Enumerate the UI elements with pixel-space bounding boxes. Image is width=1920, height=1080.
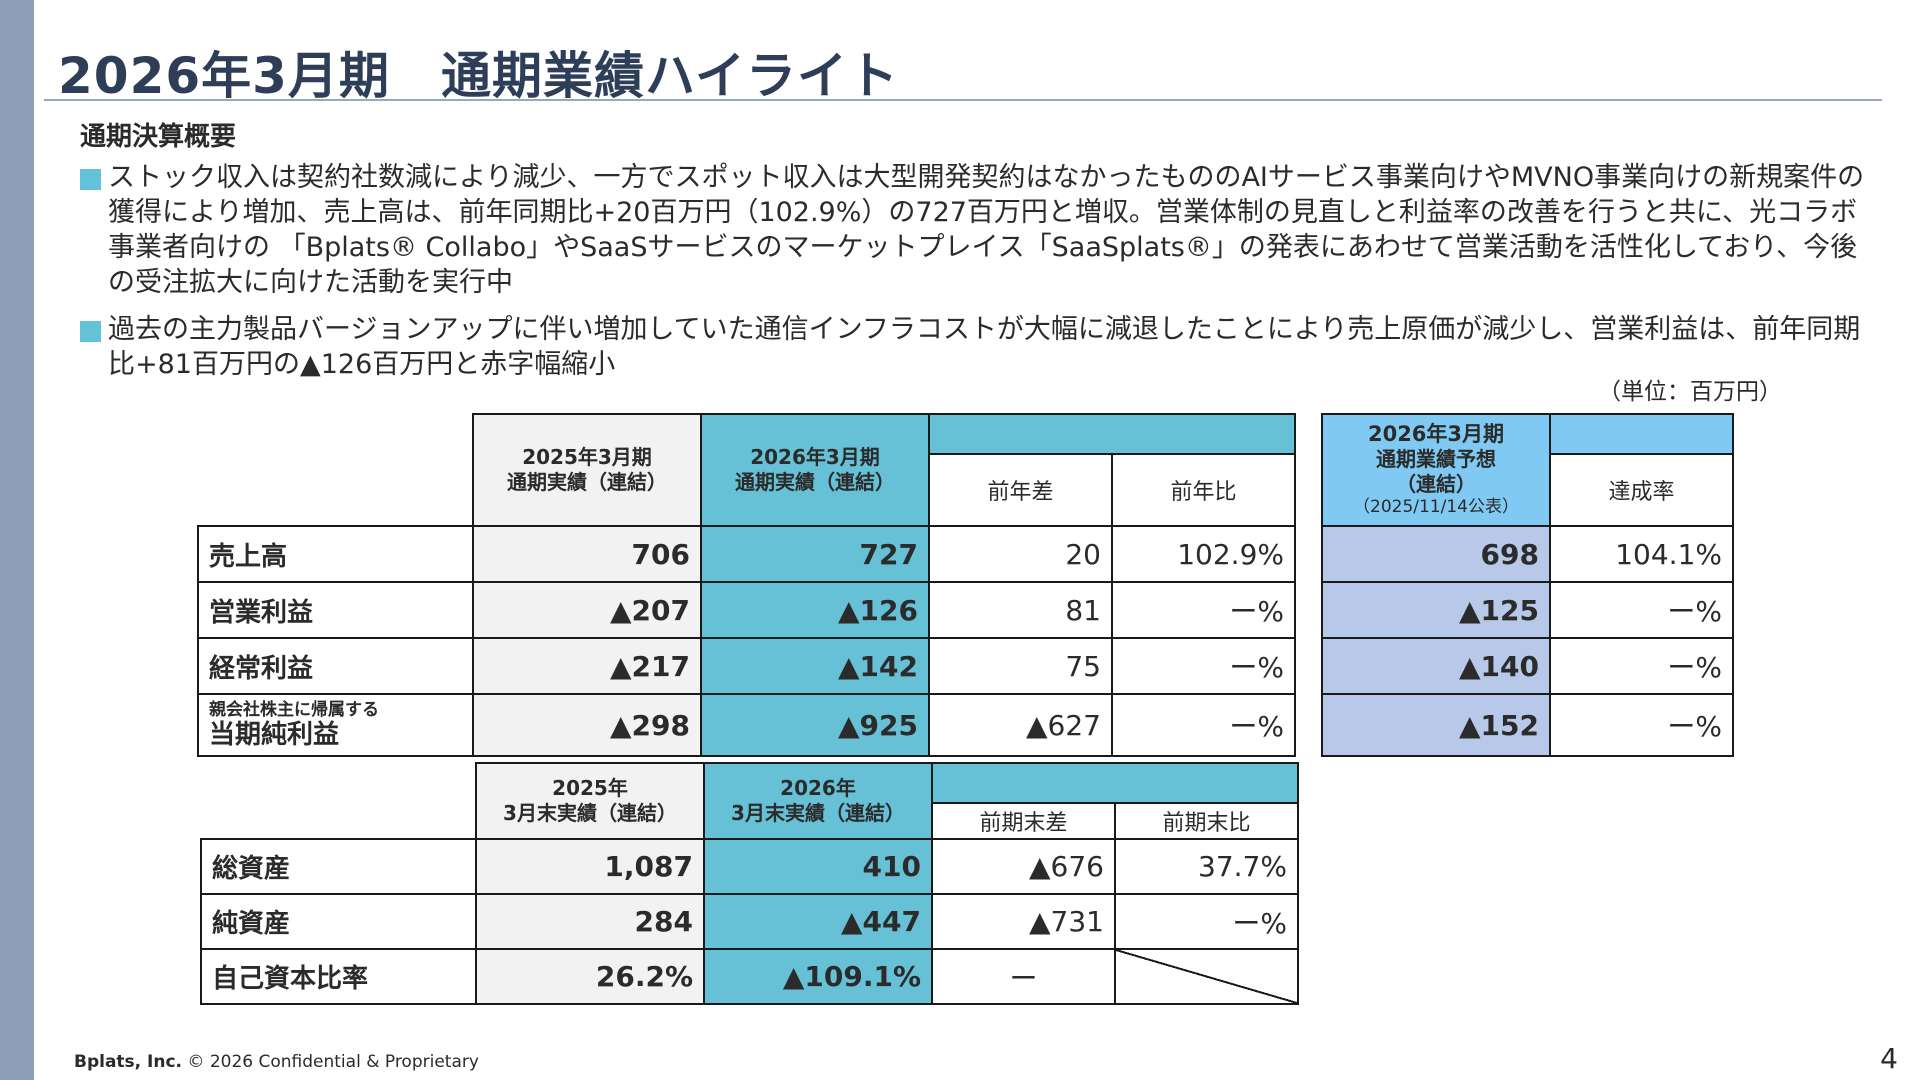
header-ratio: 前期末比 [1114, 802, 1299, 840]
bullet-text: ストック収入は契約社数減により減少、一方でスポット収入は大型開発契約はなかったも… [108, 162, 1865, 298]
achievement-value: ー% [1549, 693, 1734, 757]
row-label: 総資産 [200, 838, 477, 895]
table-row: ▲152 ー% [1321, 693, 1734, 757]
ratio-value: 102.9% [1111, 525, 1296, 583]
row-label: 純資産 [200, 893, 477, 950]
header-achievement: 達成率 [1549, 453, 1734, 527]
prev-value: 1,087 [475, 838, 705, 895]
curr-value: 727 [700, 525, 930, 583]
header-band [931, 762, 1299, 804]
table-row: 純資産 284 ▲447 ▲731 ー% [200, 893, 1299, 950]
footer: Bplats, Inc. © 2026 Confidential & Propr… [74, 1052, 479, 1072]
ratio-value: ー% [1111, 581, 1296, 639]
table-row: ▲125 ー% [1321, 581, 1734, 639]
table-row: 経常利益 ▲217 ▲142 75 ー% [197, 637, 1296, 695]
row-label-note: 親会社株主に帰属する [209, 700, 379, 720]
company-name: Bplats, Inc. [74, 1052, 183, 1072]
section-heading: 通期決算概要 [80, 122, 237, 152]
forecast-value: ▲125 [1321, 581, 1551, 639]
curr-value: ▲925 [700, 693, 930, 757]
pl-table: 2025年3月期 通期実績（連結） 通期実績（連結） 2026年3月期 通期実績… [197, 413, 1296, 757]
row-label-main: 当期純利益 [209, 720, 340, 750]
curr-value: ▲447 [703, 893, 933, 950]
forecast-table: 2026年3月期 通期業績予想 （連結） （2025/11/14公表） 達成率 … [1321, 413, 1734, 757]
achievement-value: ー% [1549, 581, 1734, 639]
curr-value: ▲109.1% [703, 948, 933, 1005]
diff-value: 75 [928, 637, 1113, 695]
diff-value: ▲731 [931, 893, 1116, 950]
table-row: 親会社株主に帰属する 当期純利益 ▲298 ▲925 ▲627 ー% [197, 693, 1296, 757]
header-ratio: 前年比 [1111, 453, 1296, 527]
header-prev-year: 2025年3月期 通期実績（連結） 通期実績（連結） [472, 413, 702, 527]
achievement-value: 104.1% [1549, 525, 1734, 583]
row-label: 売上高 [197, 525, 474, 583]
row-label: 経常利益 [197, 637, 474, 695]
table-row: 総資産 1,087 410 ▲676 37.7% [200, 838, 1299, 895]
row-label: 自己資本比率 [200, 948, 477, 1005]
header-forecast: 2026年3月期 通期業績予想 （連結） （2025/11/14公表） [1321, 413, 1551, 527]
forecast-value: ▲140 [1321, 637, 1551, 695]
square-bullet-icon [80, 321, 101, 342]
header-diff: 前期末差 [931, 802, 1116, 840]
header-band [928, 413, 1296, 455]
row-label: 親会社株主に帰属する 当期純利益 [197, 693, 474, 757]
forecast-value: ▲152 [1321, 693, 1551, 757]
left-accent-bar [0, 0, 34, 1080]
forecast-value: 698 [1321, 525, 1551, 583]
curr-value: ▲126 [700, 581, 930, 639]
diagonal-slash-cell [1114, 948, 1299, 1005]
bs-table: 2025年 3月末実績（連結） 2026年 3月末実績（連結） 前期末差 前期末… [200, 762, 1299, 1005]
header-diff: 前年差 [928, 453, 1113, 527]
curr-value: ▲142 [700, 637, 930, 695]
diff-value: 81 [928, 581, 1113, 639]
curr-value: 410 [703, 838, 933, 895]
table-row: 営業利益 ▲207 ▲126 81 ー% [197, 581, 1296, 639]
bullet-item: ストック収入は契約社数減により減少、一方でスポット収入は大型開発契約はなかったも… [80, 160, 1880, 300]
bullet-item: 過去の主力製品バージョンアップに伴い増加していた通信インフラコストが大幅に減退し… [80, 312, 1880, 382]
ratio-value: 37.7% [1114, 838, 1299, 895]
title-divider [44, 99, 1882, 101]
summary-bullets: ストック収入は契約社数減により減少、一方でスポット収入は大型開発契約はなかったも… [80, 160, 1880, 394]
page-title: 2026年3月期 通期業績ハイライト [58, 47, 899, 105]
square-bullet-icon [80, 169, 101, 190]
page-number: 4 [1880, 1042, 1898, 1075]
diff-value: ▲627 [928, 693, 1113, 757]
unit-note: （単位：百万円） [1598, 379, 1782, 405]
prev-value: ▲217 [472, 637, 702, 695]
diff-value: 20 [928, 525, 1113, 583]
achievement-value: ー% [1549, 637, 1734, 695]
table-row: 698 104.1% [1321, 525, 1734, 583]
table-row: ▲140 ー% [1321, 637, 1734, 695]
prev-value: 284 [475, 893, 705, 950]
table-row: 自己資本比率 26.2% ▲109.1% ー [200, 948, 1299, 1005]
diff-value: ▲676 [931, 838, 1116, 895]
prev-value: ▲298 [472, 693, 702, 757]
copyright: © 2026 Confidential & Proprietary [182, 1052, 479, 1072]
ratio-value: ー% [1111, 693, 1296, 757]
header-band [1549, 413, 1734, 455]
prev-value: 26.2% [475, 948, 705, 1005]
table-row: 売上高 706 727 20 102.9% [197, 525, 1296, 583]
header-prev-term: 2025年 3月末実績（連結） [475, 762, 705, 840]
ratio-value: ー% [1111, 637, 1296, 695]
diff-value: ー [931, 948, 1116, 1005]
header-curr-year: 2026年3月期 通期実績（連結） [700, 413, 930, 527]
prev-value: 706 [472, 525, 702, 583]
header-curr-term: 2026年 3月末実績（連結） [703, 762, 933, 840]
row-label: 営業利益 [197, 581, 474, 639]
prev-value: ▲207 [472, 581, 702, 639]
bullet-text: 過去の主力製品バージョンアップに伴い増加していた通信インフラコストが大幅に減退し… [108, 314, 1861, 380]
ratio-value: ー% [1114, 893, 1299, 950]
